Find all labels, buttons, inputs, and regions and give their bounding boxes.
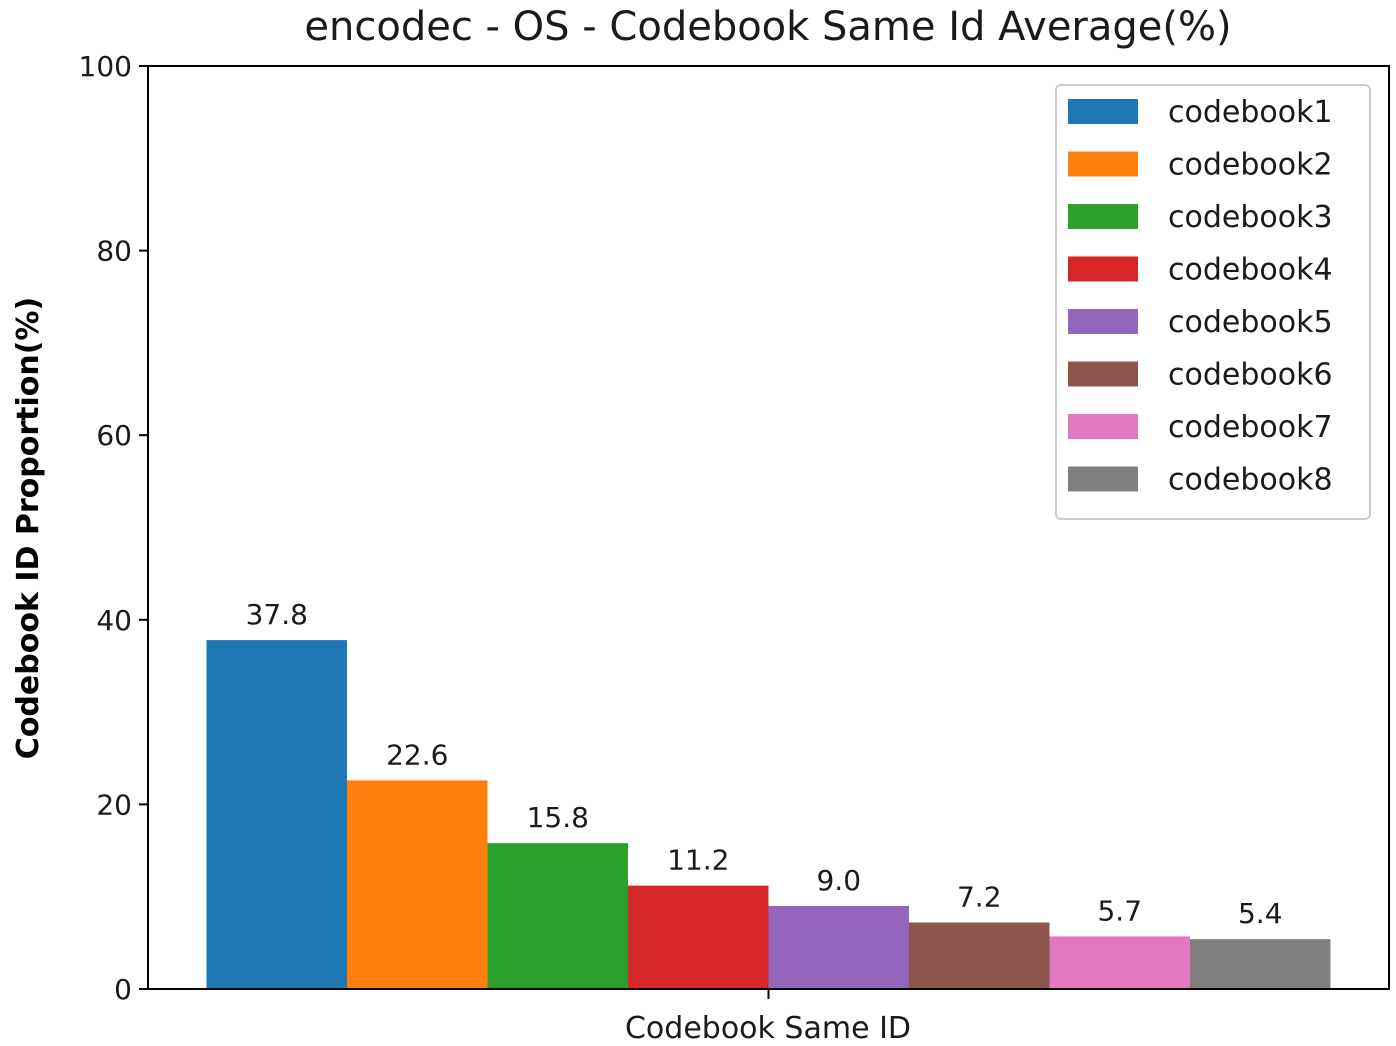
legend-swatch bbox=[1068, 309, 1138, 334]
bar-label-codebook2: 22.6 bbox=[386, 738, 448, 771]
ticks-layer: 0 20 40 60 80 100 bbox=[79, 50, 770, 1006]
legend-label: codebook2 bbox=[1168, 148, 1333, 183]
legend-label: codebook5 bbox=[1168, 305, 1333, 340]
bar-label-codebook3: 15.8 bbox=[527, 801, 589, 834]
legend-item-codebook1: codebook1 bbox=[1068, 95, 1333, 130]
legend-swatch bbox=[1068, 466, 1138, 492]
legend-label: codebook8 bbox=[1168, 463, 1333, 498]
bar-codebook2 bbox=[347, 780, 488, 989]
legend-item-codebook4: codebook4 bbox=[1068, 253, 1333, 288]
y-tick-label: 20 bbox=[96, 788, 132, 821]
bar-label-codebook4: 11.2 bbox=[667, 844, 729, 877]
bar-codebook1 bbox=[206, 640, 347, 989]
bar-labels-layer: 37.8 22.6 15.8 11.2 9.0 7.2 5.7 5.4 bbox=[246, 598, 1283, 930]
legend-swatch bbox=[1068, 256, 1138, 282]
bar-label-codebook1: 37.8 bbox=[246, 598, 308, 631]
legend-swatch bbox=[1068, 99, 1138, 124]
bar-codebook8 bbox=[1190, 939, 1331, 989]
legend: codebook1 codebook2 codebook3 codebook4 code… bbox=[1055, 84, 1371, 520]
legend-swatch bbox=[1068, 414, 1138, 439]
legend-item-codebook6: codebook6 bbox=[1068, 358, 1333, 393]
chart-title: encodec - OS - Codebook Same Id Average(… bbox=[304, 4, 1231, 50]
y-tick-label: 100 bbox=[79, 50, 132, 83]
bar-label-codebook7: 5.7 bbox=[1097, 894, 1142, 927]
legend-swatch bbox=[1068, 204, 1138, 229]
legend-item-codebook7: codebook7 bbox=[1068, 410, 1333, 445]
bar-label-codebook5: 9.0 bbox=[816, 864, 861, 897]
bars-layer bbox=[206, 640, 1331, 989]
bar-codebook6 bbox=[909, 922, 1050, 989]
legend-item-codebook3: codebook3 bbox=[1068, 200, 1333, 235]
legend-label: codebook4 bbox=[1168, 253, 1333, 288]
bar-codebook4 bbox=[628, 885, 769, 989]
legend-swatch bbox=[1068, 361, 1138, 387]
legend-label: codebook6 bbox=[1168, 358, 1333, 393]
bar-codebook5 bbox=[768, 905, 909, 989]
y-tick-label: 80 bbox=[96, 235, 132, 268]
y-tick-label: 60 bbox=[96, 419, 132, 452]
legend-item-codebook8: codebook8 bbox=[1068, 463, 1333, 498]
legend-item-codebook5: codebook5 bbox=[1068, 305, 1333, 340]
y-tick-label: 0 bbox=[114, 973, 132, 1006]
legend-swatch bbox=[1068, 151, 1138, 177]
y-axis-label: Codebook ID Proportion(%) bbox=[11, 297, 46, 759]
legend-item-codebook2: codebook2 bbox=[1068, 148, 1333, 183]
bar-label-codebook6: 7.2 bbox=[957, 881, 1002, 914]
legend-label: codebook3 bbox=[1168, 200, 1333, 235]
y-tick-label: 40 bbox=[96, 604, 132, 637]
legend-label: codebook1 bbox=[1168, 95, 1333, 130]
bar-label-codebook8: 5.4 bbox=[1238, 897, 1283, 930]
legend-label: codebook7 bbox=[1168, 410, 1333, 445]
x-axis-label: Codebook Same ID bbox=[625, 1011, 911, 1046]
bar-codebook3 bbox=[487, 843, 628, 989]
legend-box bbox=[1055, 84, 1371, 520]
bar-codebook7 bbox=[1049, 936, 1190, 989]
